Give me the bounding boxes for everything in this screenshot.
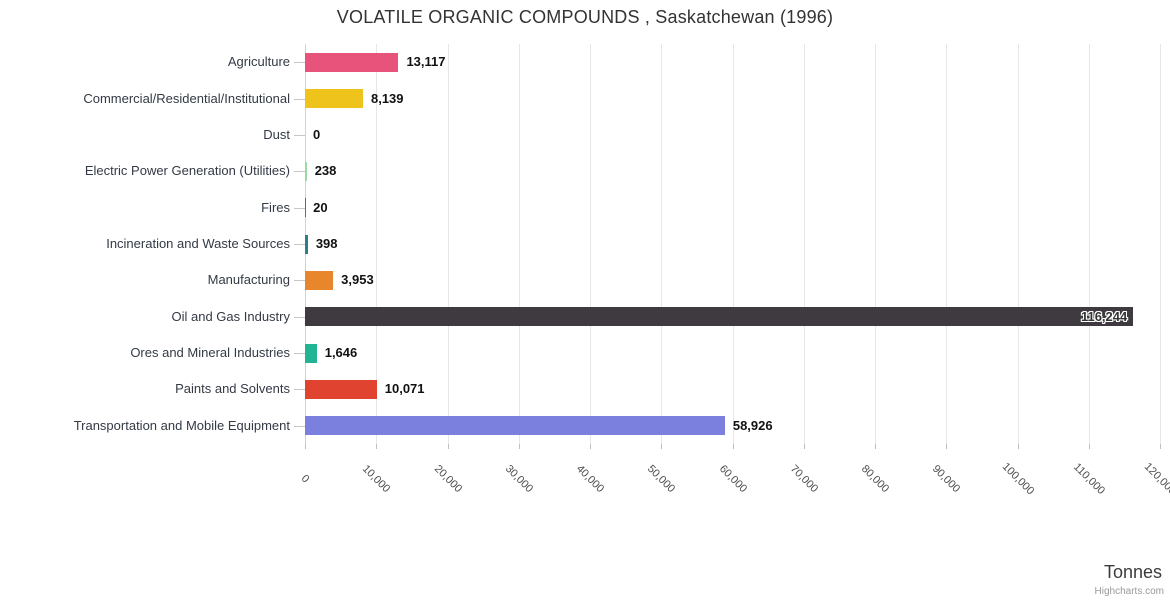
bar-value-label: 1,646 [324, 345, 358, 361]
x-axis-title: Tonnes [1103, 562, 1162, 582]
category-label: Ores and Mineral Industries [130, 345, 290, 361]
plot-area: 13,117 8,139 0 238 20 398 3,953 116,244 1,646 10,… [305, 44, 1161, 449]
gridline [875, 44, 876, 444]
category-tick [294, 98, 305, 100]
x-axis-tick [875, 444, 876, 449]
category-tick [294, 389, 305, 391]
x-axis-tick-label: 10,000 [360, 462, 393, 496]
x-axis-tick [447, 444, 449, 449]
bar-value-label: 8,139 [370, 90, 404, 106]
bar-value-label: 20 [313, 199, 328, 215]
gridline [518, 44, 520, 444]
category-tick [294, 425, 305, 427]
bar-value-label: 0 [313, 126, 321, 142]
x-axis-tick-label: 90,000 [930, 462, 963, 496]
x-axis-tick-label: 80,000 [858, 462, 892, 496]
category-label: Fires [261, 199, 290, 215]
bar[interactable] [305, 234, 308, 254]
x-axis-tick-label: 50,000 [645, 462, 678, 496]
gridline [732, 44, 734, 444]
x-axis-tick [376, 444, 378, 449]
category-label: Commercial/Residential/Institutional [83, 90, 290, 106]
chart-title: VOLATILE ORGANIC COMPOUNDS , Saskatchewa… [336, 7, 834, 27]
x-axis-tick [732, 444, 734, 449]
credits-link[interactable]: Highcharts.com [1094, 586, 1164, 597]
category-tick [294, 244, 305, 245]
bar[interactable] [305, 416, 725, 436]
bar-value-label: 58,926 [732, 417, 773, 433]
bar-value-label: 3,953 [341, 272, 374, 288]
category-label: Dust [263, 126, 290, 142]
category-label: Oil and Gas Industry [171, 308, 291, 324]
category-tick [294, 316, 305, 318]
category-label: Manufacturing [207, 272, 290, 288]
x-axis-tick [1017, 444, 1019, 449]
bar-value-label: 398 [315, 236, 338, 251]
x-axis-tick-label: 40,000 [573, 462, 607, 496]
category-tick [294, 62, 305, 64]
bar[interactable] [305, 52, 399, 72]
x-axis-tick [1160, 444, 1161, 449]
x-axis-tick-label: 110,000 [1070, 460, 1107, 498]
category-label: Transportation and Mobile Equipment [73, 417, 290, 433]
gridline [376, 44, 378, 444]
bar-value-label: 116,244 [1080, 308, 1128, 324]
x-axis-tick-label: 20,000 [431, 462, 464, 496]
x-axis-tick [803, 444, 805, 449]
x-axis-tick [661, 444, 663, 449]
x-axis-tick-label: 0 [298, 472, 312, 486]
bar[interactable] [305, 89, 363, 109]
gridline [1088, 44, 1090, 444]
gridline [803, 44, 805, 444]
category-tick [294, 171, 305, 173]
category-tick [294, 280, 305, 282]
x-axis-tick [590, 444, 591, 449]
category-label: Electric Power Generation (Utilities) [84, 163, 290, 179]
bar[interactable] [305, 343, 317, 363]
gridline [590, 44, 591, 444]
category-tick [294, 134, 305, 136]
gridline [1017, 44, 1019, 444]
x-axis-tick [518, 444, 520, 449]
category-label: Incineration and Waste Sources [106, 236, 290, 251]
x-axis-tick [946, 444, 948, 449]
category-tick [294, 353, 305, 355]
bar[interactable] [305, 307, 1134, 327]
category-tick [294, 207, 305, 209]
x-axis-tick [305, 444, 306, 449]
bar-value-label: 238 [314, 163, 337, 179]
x-axis-tick [1088, 444, 1090, 449]
x-axis-tick-label: 100,000 [999, 460, 1036, 498]
bar-value-label: 13,117 [406, 54, 446, 70]
bar-value-label: 10,071 [384, 381, 425, 397]
category-label: Paints and Solvents [175, 381, 290, 397]
category-label: Agriculture [227, 54, 290, 70]
bar[interactable] [305, 161, 307, 181]
gridline [447, 44, 449, 444]
gridline [1160, 44, 1161, 444]
bar[interactable] [305, 270, 334, 290]
gridline [661, 44, 663, 444]
x-axis-tick-label: 120,000 [1141, 460, 1170, 498]
x-axis-tick-label: 60,000 [716, 462, 749, 496]
bar[interactable] [305, 379, 377, 399]
x-axis-tick-label: 30,000 [502, 462, 535, 496]
gridline [946, 44, 948, 444]
x-axis-tick-label: 70,000 [787, 462, 820, 496]
